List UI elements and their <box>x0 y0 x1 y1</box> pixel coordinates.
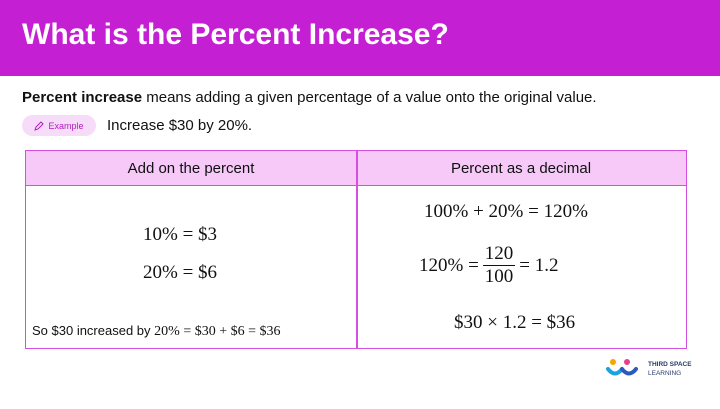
math-line: 100% + 20% = 120% <box>424 201 588 222</box>
math-line: 10% = $3 <box>143 224 218 245</box>
table: Add on the percent Percent as a decimal … <box>25 150 687 349</box>
summary: So $30 increased by 20% = $30 + $6 = $36 <box>32 323 281 340</box>
header-bar: What is the Percent Increase? <box>0 0 720 76</box>
table-header: Add on the percent <box>26 151 356 186</box>
math-text: 120% = <box>419 254 479 276</box>
math-text: = 1.2 <box>519 254 559 276</box>
column-divider <box>356 151 358 348</box>
fraction: 120 100 <box>482 243 516 288</box>
logo-text: LEARNING <box>648 370 682 377</box>
example-text: Increase $30 by 20%. <box>107 117 253 134</box>
term: Percent increase <box>22 89 143 106</box>
numerator: 120 <box>482 243 516 266</box>
logo-icon <box>606 359 638 376</box>
logo-smile <box>606 367 624 376</box>
definition: Percent increase means adding a given pe… <box>22 89 597 106</box>
summary-text: So $30 increased by <box>32 323 151 338</box>
math-line: $30 × 1.2 = $36 <box>454 312 576 333</box>
denominator: 100 <box>484 266 514 287</box>
math-line: 20% = $6 <box>143 262 218 283</box>
logo-text: THIRD SPACE <box>648 361 692 368</box>
table-header: Percent as a decimal <box>356 151 686 186</box>
math-fraction-line: 120% = 120 100 = 1.2 <box>419 243 559 288</box>
example-label: Example <box>48 120 84 131</box>
title: What is the Percent Increase? <box>22 18 449 51</box>
pencil-icon <box>34 120 45 131</box>
example-pill: Example <box>22 115 96 136</box>
logo-dot <box>624 359 630 365</box>
logo-smile <box>620 367 638 376</box>
pencil-shape <box>34 120 45 131</box>
summary-math: 20% = $30 + $6 = $36 <box>154 324 281 339</box>
definition-text: means adding a given percentage of a val… <box>142 89 597 106</box>
logo-dot <box>610 359 616 365</box>
